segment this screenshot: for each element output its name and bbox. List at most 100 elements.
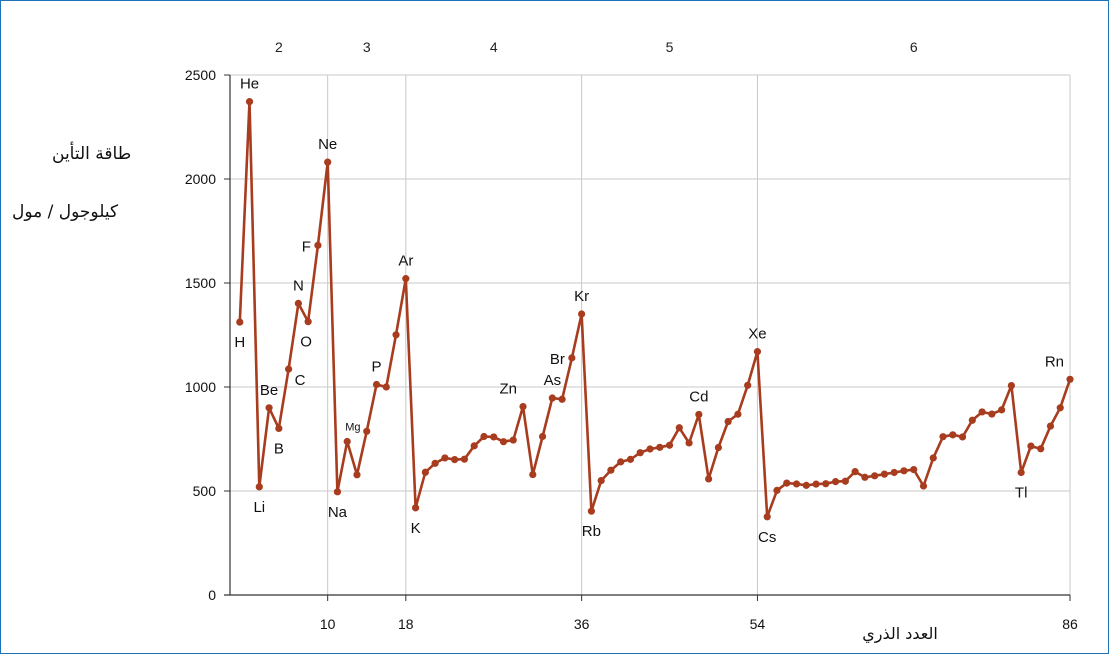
- data-point: [714, 443, 722, 452]
- data-point: [548, 394, 556, 402]
- period-label: 2: [275, 39, 283, 55]
- x-tick-label: 10: [320, 616, 336, 632]
- data-point: [724, 417, 732, 426]
- element-label: Tl: [1015, 484, 1028, 501]
- data-point: [421, 468, 429, 476]
- data-point: [333, 488, 342, 496]
- element-label: Cs: [758, 529, 776, 546]
- element-labels: H He Li Be B C N O F Ne Na Mg P Ar K Zn As Br Kr Rb Cd Xe Cs Tl…: [234, 76, 1064, 546]
- data-point: [1046, 422, 1055, 430]
- x-tick-label: 86: [1062, 616, 1078, 632]
- element-label: Be: [260, 382, 278, 399]
- y-tick-label: 1000: [185, 379, 216, 395]
- element-label: Cd: [689, 388, 708, 405]
- element-label: Rb: [582, 523, 601, 540]
- element-label: Xe: [748, 326, 766, 343]
- data-point: [1037, 445, 1045, 453]
- data-point: [1027, 442, 1035, 450]
- x-tick-label: 18: [398, 616, 414, 632]
- data-point: [753, 348, 762, 356]
- data-point: [636, 449, 644, 457]
- data-point: [529, 470, 537, 479]
- period-label: 4: [490, 39, 498, 55]
- data-point: [949, 431, 957, 439]
- data-point: [480, 432, 488, 441]
- data-point: [353, 471, 361, 479]
- data-point: [402, 275, 410, 283]
- grid: [230, 74, 1071, 595]
- data-point: [245, 98, 254, 106]
- data-point: [236, 318, 244, 326]
- data-point: [509, 436, 517, 444]
- data-point: [783, 479, 791, 487]
- data-point: [802, 481, 810, 489]
- data-point: [597, 477, 605, 485]
- element-label: Na: [328, 504, 348, 521]
- period-labels: 2 3 4 5 6: [275, 39, 918, 55]
- element-label: K: [411, 520, 421, 537]
- x-axis-title: العدد الذري: [862, 624, 938, 644]
- axes: [224, 74, 1071, 601]
- data-point: [939, 433, 947, 441]
- data-point: [675, 424, 683, 432]
- data-point: [451, 455, 459, 464]
- data-point: [568, 354, 576, 362]
- data-point: [695, 410, 703, 419]
- data-point: [773, 486, 781, 494]
- element-label: As: [544, 372, 562, 389]
- data-point: [587, 507, 595, 515]
- data-point: [685, 439, 693, 447]
- data-point: [470, 442, 478, 450]
- data-point: [324, 158, 332, 166]
- data-point: [665, 441, 674, 449]
- element-label: Br: [550, 351, 565, 368]
- y-tick-label: 500: [193, 483, 217, 499]
- period-label: 3: [363, 39, 371, 55]
- data-point: [1066, 375, 1074, 383]
- data-point: [646, 445, 654, 453]
- data-point: [861, 473, 869, 481]
- data-point: [988, 410, 996, 418]
- data-point: [617, 458, 625, 466]
- data-point: [919, 482, 928, 490]
- data-point: [441, 454, 449, 462]
- element-label: C: [295, 372, 306, 389]
- data-point: [968, 416, 976, 424]
- tick-labels: 0 500 1000 1500 2000 2500 10 18 36 54 86: [185, 67, 1078, 632]
- data-point: [841, 477, 849, 485]
- data-point: [431, 459, 439, 467]
- data-point: [822, 480, 830, 488]
- element-label: Zn: [500, 381, 518, 398]
- data-point: [929, 454, 937, 462]
- series-ionization-energy: [236, 98, 1074, 521]
- data-point: [734, 410, 742, 418]
- data-point: [285, 365, 293, 373]
- data-point: [871, 472, 879, 480]
- data-point: [255, 483, 263, 491]
- data-point: [460, 455, 469, 463]
- data-point: [265, 404, 273, 412]
- data-point: [578, 310, 586, 318]
- period-label: 6: [910, 39, 918, 55]
- data-point: [294, 299, 302, 307]
- element-label: Mg: [345, 421, 360, 433]
- data-point: [538, 432, 547, 441]
- data-point: [275, 424, 283, 432]
- data-point: [411, 504, 420, 512]
- element-label: Li: [253, 499, 265, 516]
- data-point: [607, 466, 615, 474]
- y-tick-label: 0: [208, 587, 216, 603]
- data-point: [831, 478, 840, 486]
- element-label: N: [293, 277, 304, 294]
- data-point: [372, 380, 381, 389]
- data-point: [343, 437, 351, 446]
- element-label: Kr: [574, 288, 589, 305]
- data-point: [382, 383, 390, 391]
- element-label: H: [234, 334, 245, 351]
- data-point: [812, 480, 820, 488]
- element-label: Rn: [1045, 353, 1064, 370]
- data-point: [851, 468, 859, 476]
- data-point: [998, 406, 1006, 414]
- series-line: [238, 100, 1072, 519]
